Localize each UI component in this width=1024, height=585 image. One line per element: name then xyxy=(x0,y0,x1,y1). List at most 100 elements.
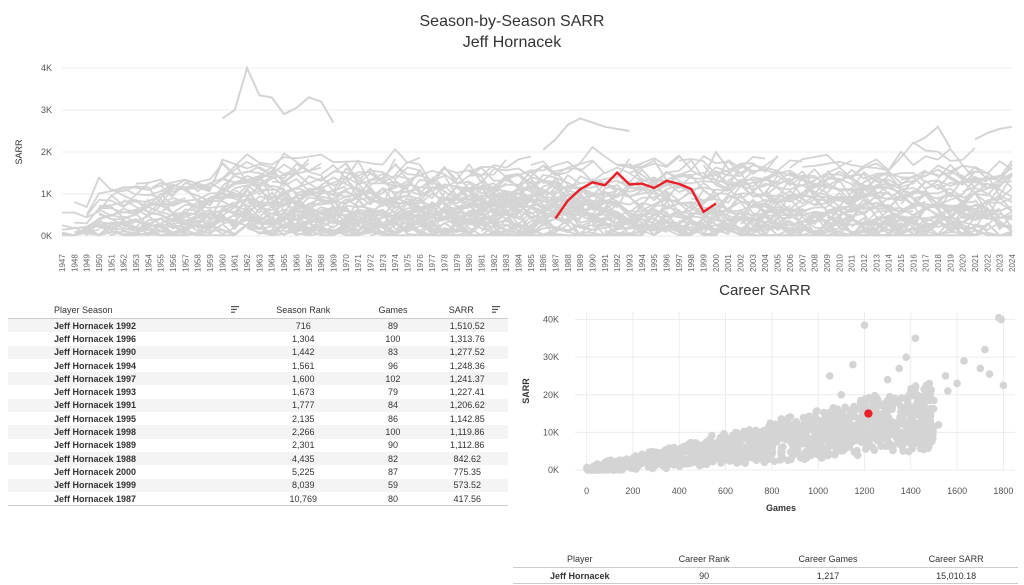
header-player-season[interactable]: Player Season xyxy=(8,302,248,319)
row-sarr: 417.56 xyxy=(426,491,508,507)
table-row[interactable]: Jeff Hornacek 1996 1,304 100 1,313.76 xyxy=(8,332,508,345)
row-player-season: Jeff Hornacek 1989 xyxy=(54,440,137,451)
career-games-value: 1,217 xyxy=(761,567,895,584)
header-career-games[interactable]: Career Games xyxy=(761,551,895,568)
y-tick-label: 0K xyxy=(41,231,52,241)
row-player-season: Jeff Hornacek 1994 xyxy=(54,360,137,371)
row-sarr: 1,241.37 xyxy=(426,372,508,386)
row-games: 90 xyxy=(387,440,398,451)
x-tick-label: 1988 xyxy=(564,254,573,272)
x-tick-label: 1991 xyxy=(601,254,610,272)
x-tick-label: 1975 xyxy=(403,254,412,272)
row-player-season: Jeff Hornacek 1987 xyxy=(8,491,248,507)
x-tick-label: 1973 xyxy=(379,254,388,272)
x-tick-label: 1400 xyxy=(901,486,921,496)
x-tick-label: 1993 xyxy=(626,254,635,272)
x-tick-label: 1956 xyxy=(169,254,178,272)
row-games: 83 xyxy=(359,345,427,359)
x-tick-label: 1960 xyxy=(218,254,227,272)
x-tick-label: 1948 xyxy=(70,254,79,272)
x-tick-label: 1974 xyxy=(391,254,400,272)
highlight-series-line xyxy=(554,171,717,220)
x-tick-label: 1961 xyxy=(231,254,240,272)
x-tick-label: 400 xyxy=(672,486,687,496)
table-row[interactable]: Jeff Hornacek 1994 1,561 96 1,248.36 xyxy=(8,359,508,372)
header-career-sarr[interactable]: Career SARR xyxy=(894,551,1018,568)
row-season-rank: 10,769 xyxy=(247,491,360,507)
row-sarr: 775.35 xyxy=(453,466,481,477)
x-tick-label: 1995 xyxy=(650,254,659,272)
row-games: 84 xyxy=(359,398,427,413)
row-player-season: Jeff Hornacek 1991 xyxy=(8,398,248,413)
row-sarr: 1,510.52 xyxy=(426,318,508,333)
x-tick-label: 2004 xyxy=(761,254,770,272)
career-scatter-chart[interactable]: 0K 10K 20K 30K 40K 0 200 400 600 800 1000 1200 1400 1… xyxy=(515,300,1024,525)
row-season-rank: 2,301 xyxy=(292,440,315,451)
table-row[interactable]: Jeff Hornacek 1987 10,769 80 417.56 xyxy=(8,491,508,507)
row-player-season: Jeff Hornacek 1998 xyxy=(8,425,248,439)
table-row[interactable]: Jeff Hornacek 1989 2,301 90 1,112.86 xyxy=(8,439,508,452)
career-table-row[interactable]: Jeff Hornacek 90 1,217 15,010.18 xyxy=(513,567,1018,584)
y-tick-label: 30K xyxy=(543,352,559,362)
x-tick-label: 1999 xyxy=(700,254,709,272)
y-tick-label: 40K xyxy=(543,315,559,325)
season-line-chart[interactable]: 0K 1K 2K 3K 4K SARR 1947 1948 1949 1950 1951 1952 19… xyxy=(0,58,1024,280)
header-player[interactable]: Player xyxy=(513,551,647,568)
header-player-season-label: Player Season xyxy=(54,305,113,315)
row-season-rank: 1,304 xyxy=(292,333,315,344)
table-row[interactable]: Jeff Hornacek 2000 5,225 87 775.35 xyxy=(8,465,508,478)
header-career-rank[interactable]: Career Rank xyxy=(646,551,762,568)
x-tick-label: 1981 xyxy=(477,254,486,272)
header-sarr[interactable]: SARR xyxy=(426,302,508,319)
x-tick-label: 2022 xyxy=(983,254,992,272)
x-tick-label: 1969 xyxy=(329,254,338,272)
row-games: 86 xyxy=(387,413,398,424)
x-tick-label: 2015 xyxy=(897,254,906,272)
y-axis-label: SARR xyxy=(14,139,24,165)
row-season-rank: 4,435 xyxy=(247,451,360,466)
x-tick-label: 1949 xyxy=(83,254,92,272)
row-sarr: 1,142.85 xyxy=(449,413,485,424)
x-tick-label: 1984 xyxy=(514,254,523,272)
table-row[interactable]: Jeff Hornacek 1988 4,435 82 842.62 xyxy=(8,451,508,466)
x-tick-label: 2017 xyxy=(922,254,931,272)
y-tick-label: 0K xyxy=(548,465,559,475)
x-tick-label: 1200 xyxy=(854,486,874,496)
x-tick-label: 1000 xyxy=(808,486,828,496)
table-row[interactable]: Jeff Hornacek 1990 1,442 83 1,277.52 xyxy=(8,345,508,359)
x-tick-label: 2018 xyxy=(934,254,943,272)
row-season-rank: 2,266 xyxy=(247,425,360,439)
sort-icon[interactable] xyxy=(492,305,500,313)
row-season-rank: 5,225 xyxy=(292,466,315,477)
x-tick-label: 2019 xyxy=(946,254,955,272)
row-sarr: 1,227.41 xyxy=(449,387,485,398)
row-season-rank: 1,600 xyxy=(247,372,360,386)
x-tick-label: 200 xyxy=(625,486,640,496)
table-row[interactable]: Jeff Hornacek 1991 1,777 84 1,206.62 xyxy=(8,398,508,413)
table-row[interactable]: Jeff Hornacek 1992 716 89 1,510.52 xyxy=(8,318,508,333)
row-games: 100 xyxy=(385,333,401,344)
x-tick-label: 2008 xyxy=(811,254,820,272)
x-tick-label: 1980 xyxy=(465,254,474,272)
table-row[interactable]: Jeff Hornacek 1993 1,673 79 1,227.41 xyxy=(8,385,508,398)
x-tick-label: 2011 xyxy=(848,254,857,272)
background-player-lines xyxy=(61,65,1013,237)
table-row[interactable]: Jeff Hornacek 1995 2,135 86 1,142.85 xyxy=(8,412,508,425)
header-season-rank[interactable]: Season Rank xyxy=(247,302,360,319)
background-player-points xyxy=(583,313,1008,474)
x-tick-label: 1987 xyxy=(552,254,561,272)
career-scatter-svg: 0K 10K 20K 30K 40K 0 200 400 600 800 1000 1200 1400 1… xyxy=(521,312,1015,513)
table-row[interactable]: Jeff Hornacek 1997 1,600 102 1,241.37 xyxy=(8,372,508,386)
table-row[interactable]: Jeff Hornacek 1998 2,266 100 1,119.86 xyxy=(8,425,508,439)
row-season-rank: 1,673 xyxy=(292,387,315,398)
row-games: 82 xyxy=(359,451,427,466)
x-tick-label: 800 xyxy=(764,486,779,496)
x-tick-label: 1955 xyxy=(157,254,166,272)
x-tick-label: 1800 xyxy=(993,486,1013,496)
highlight-point xyxy=(864,409,873,418)
x-tick-label: 1952 xyxy=(120,254,129,272)
x-tick-label: 1958 xyxy=(194,254,203,272)
sort-icon[interactable] xyxy=(231,305,240,313)
header-games[interactable]: Games xyxy=(359,302,427,319)
table-row[interactable]: Jeff Hornacek 1999 8,039 59 573.52 xyxy=(8,478,508,492)
